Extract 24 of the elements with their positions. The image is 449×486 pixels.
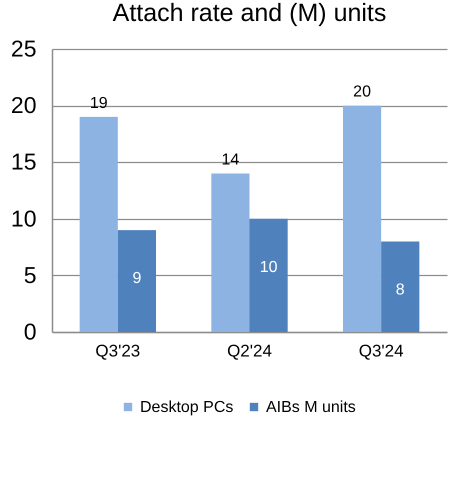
y-tick-label: 20 [10,92,36,118]
data-label: 10 [260,258,278,276]
data-label: 14 [222,152,240,169]
data-label: 9 [132,270,142,288]
y-tick-label: 10 [10,205,36,232]
bar [211,174,250,332]
bar [80,116,118,332]
bar [381,241,420,332]
bar [118,230,156,332]
chart-title: Attach rate and (M) units [112,0,386,27]
y-tick-label: 5 [24,262,36,288]
y-tick-label: 0 [24,318,36,344]
data-label: 20 [353,84,372,101]
x-tick-label: Q3'24 [358,342,404,360]
x-tick-label: Q2'24 [227,342,272,360]
data-label: 8 [396,281,405,298]
x-tick-label: Q3'23 [95,342,140,360]
legend-label: Desktop PCs [140,399,234,416]
y-tick-label: 15 [10,148,36,175]
legend-label: AIBs M units [266,399,356,416]
bar [342,106,382,332]
data-label: 19 [90,94,108,112]
y-tick-label: 25 [10,36,36,62]
bar [250,218,288,332]
